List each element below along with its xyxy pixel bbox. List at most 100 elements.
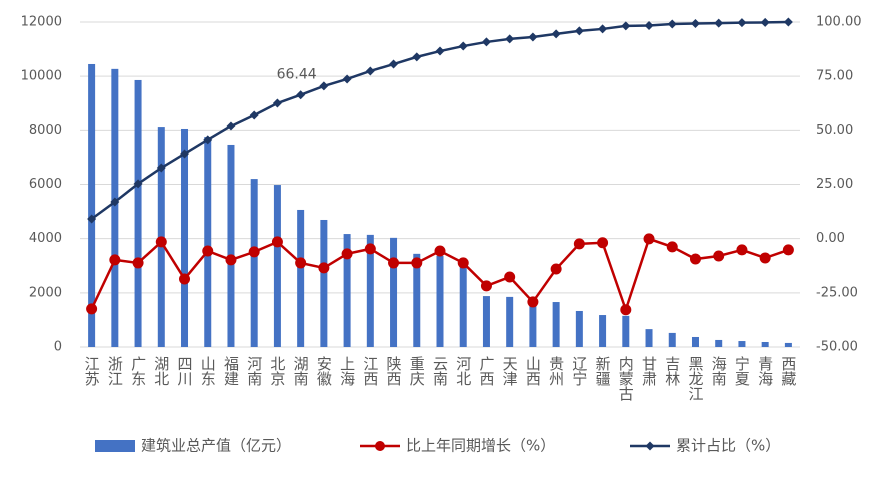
- point: [271, 236, 283, 248]
- x-tick-label: 西藏: [779, 356, 797, 387]
- bar: [250, 179, 258, 347]
- x-tick-label: 湖北: [152, 356, 170, 386]
- point: [737, 18, 747, 28]
- bar: [668, 332, 676, 347]
- point: [505, 34, 515, 44]
- point: [782, 244, 794, 256]
- point: [621, 21, 631, 31]
- data-label: 66.44: [277, 67, 317, 83]
- bar: [691, 336, 699, 347]
- point: [342, 74, 352, 84]
- y2-tick-label: -25.00: [816, 285, 858, 300]
- x-tick-label: 辽宁: [570, 356, 588, 386]
- bar: [761, 341, 769, 347]
- y2-tick-label: -50.00: [816, 340, 858, 355]
- point: [551, 29, 561, 39]
- x-tick-label: 新疆: [594, 356, 612, 386]
- y-tick-label: 8000: [29, 123, 62, 138]
- x-tick-label: 广东: [129, 356, 147, 386]
- point: [598, 24, 608, 34]
- y-tick-label: 2000: [29, 285, 62, 300]
- point: [504, 271, 516, 283]
- bar: [297, 209, 305, 347]
- bar: [390, 237, 398, 347]
- y-tick-label: 10000: [21, 69, 62, 84]
- point: [133, 179, 143, 189]
- point: [203, 135, 213, 145]
- point: [365, 66, 375, 76]
- bar: [738, 341, 746, 347]
- point: [248, 246, 260, 258]
- point: [226, 121, 236, 131]
- point: [155, 236, 167, 248]
- x-tick-label: 云南: [431, 356, 449, 386]
- bar: [227, 144, 235, 347]
- bar: [459, 263, 467, 347]
- legend-marker: [645, 441, 655, 451]
- point: [156, 163, 166, 173]
- x-tick-label: 青海: [756, 356, 774, 386]
- point: [713, 250, 725, 262]
- point: [388, 257, 400, 269]
- x-tick-label: 上海: [338, 356, 356, 386]
- point: [689, 253, 701, 265]
- x-tick-label: 江西: [361, 356, 379, 386]
- point: [109, 254, 121, 266]
- point: [434, 245, 446, 257]
- point: [87, 214, 97, 224]
- point: [110, 197, 120, 207]
- x-tick-label: 江苏: [83, 356, 101, 387]
- point: [480, 280, 492, 292]
- point: [481, 37, 491, 47]
- x-tick-label: 山西: [524, 356, 542, 386]
- bar: [529, 302, 537, 347]
- bar: [784, 342, 792, 347]
- legend-swatch: [95, 440, 135, 452]
- x-tick-label: 河南: [245, 356, 263, 386]
- legend-label: 累计占比（%）: [676, 437, 780, 455]
- point: [272, 98, 282, 108]
- point: [412, 52, 422, 62]
- x-tick-label: 陕西: [385, 356, 403, 386]
- bar: [552, 302, 560, 347]
- x-tick-label: 宁夏: [733, 356, 751, 386]
- y2-tick-label: 75.00: [816, 69, 853, 84]
- legend-marker: [375, 441, 385, 451]
- point: [341, 248, 353, 260]
- bar: [599, 315, 607, 347]
- point: [666, 241, 678, 253]
- legend-label: 比上年同期增长（%）: [406, 437, 555, 455]
- point: [132, 257, 144, 269]
- point: [760, 17, 770, 27]
- point: [364, 243, 376, 255]
- x-tick-label: 内蒙古: [617, 356, 635, 401]
- bar: [273, 185, 281, 347]
- x-tick-label: 吉林: [663, 356, 681, 386]
- point: [667, 19, 677, 29]
- point: [528, 32, 538, 42]
- point: [759, 252, 771, 264]
- y2-tick-label: 100.00: [816, 15, 862, 30]
- x-tick-label: 河北: [454, 356, 472, 386]
- x-tick-label: 福建: [222, 356, 240, 386]
- point: [458, 41, 468, 51]
- y2-tick-label: 0.00: [816, 231, 845, 246]
- y-tick-label: 6000: [29, 177, 62, 192]
- x-tick-label: 黑龙江: [686, 356, 704, 401]
- bar: [436, 256, 444, 347]
- bar: [715, 339, 723, 347]
- point: [202, 245, 214, 257]
- point: [86, 303, 98, 315]
- point: [690, 19, 700, 29]
- point: [389, 59, 399, 69]
- point: [179, 273, 191, 285]
- x-tick-label: 重庆: [408, 356, 426, 386]
- bar: [645, 329, 653, 347]
- bar: [134, 79, 142, 347]
- point: [319, 81, 329, 91]
- point: [435, 46, 445, 56]
- point: [550, 263, 562, 275]
- bar: [181, 128, 189, 347]
- y-tick-label: 12000: [21, 15, 62, 30]
- point: [249, 110, 259, 120]
